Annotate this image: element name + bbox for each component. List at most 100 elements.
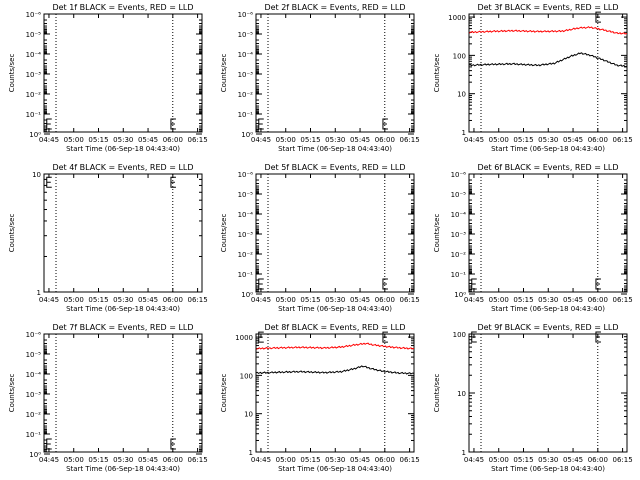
- chart-panel-7: Det 7f BLACK = Events, RED = LLD Counts/s…: [8, 323, 208, 473]
- flag-marker: [382, 118, 388, 130]
- y-tick-label: 1: [462, 449, 466, 457]
- x-tick-label: 06:15: [399, 136, 419, 144]
- x-tick-label: 06:00: [588, 296, 608, 304]
- x-tick-label: 04:45: [251, 136, 271, 144]
- y-tick-label: 10: [244, 411, 253, 419]
- y-tick-label: 10⁰: [29, 131, 41, 139]
- x-tick-label: 05:00: [64, 296, 84, 304]
- x-tick-label: 05:30: [325, 136, 345, 144]
- y-tick-label: 10⁻⁵: [26, 351, 42, 359]
- x-tick-label: 05:15: [300, 456, 320, 464]
- y-axis-label: Counts/sec: [220, 214, 228, 253]
- y-tick-label: 1000: [235, 334, 253, 342]
- y-tick-label: 10⁻³: [26, 391, 42, 399]
- flag-marker: [595, 278, 601, 290]
- x-tick-label: 05:15: [88, 136, 108, 144]
- x-tick-label: 06:15: [399, 296, 419, 304]
- y-tick-label: 10⁻²: [238, 251, 254, 259]
- y-tick-label: 10⁻⁴: [26, 371, 42, 379]
- flag-marker: [46, 176, 52, 188]
- chart-title: Det 1f BLACK = Events, RED = LLD: [52, 3, 193, 12]
- y-tick-label: 10⁻¹: [238, 271, 254, 279]
- x-tick-label: 04:45: [39, 456, 59, 464]
- y-tick-label: 1: [462, 129, 466, 137]
- y-tick-label: 100: [240, 372, 253, 380]
- y-tick-label: 10⁻⁴: [451, 211, 467, 219]
- flag-marker: [382, 331, 388, 343]
- x-tick-label: 06:00: [163, 136, 183, 144]
- y-tick-label: 10⁻⁶: [451, 171, 467, 179]
- x-tick-label: 06:00: [375, 456, 395, 464]
- x-tick-label: 06:15: [187, 296, 207, 304]
- x-tick-label: 05:45: [138, 456, 158, 464]
- y-tick-label: 1: [37, 289, 41, 297]
- x-tick-label: 06:00: [163, 456, 183, 464]
- x-tick-label: 05:15: [88, 296, 108, 304]
- y-tick-label: 1: [249, 449, 253, 457]
- chart-panel-9: Det 9f BLACK = Events, RED = LLD Counts/s…: [433, 323, 633, 473]
- y-tick-label: 10⁻⁶: [26, 331, 42, 339]
- y-axis-label: Counts/sec: [220, 54, 228, 93]
- y-axis-label: Counts/sec: [433, 374, 441, 413]
- x-axis-label: Start Time (06-Sep-18 04:43:40): [66, 305, 180, 313]
- x-tick-label: 06:00: [375, 136, 395, 144]
- x-tick-label: 05:45: [138, 296, 158, 304]
- chart-panel-3: Det 3f BLACK = Events, RED = LLD Counts/s…: [433, 3, 633, 153]
- flag-marker: [471, 278, 477, 290]
- chart-title: Det 6f BLACK = Events, RED = LLD: [477, 163, 618, 172]
- data-series-line: [256, 342, 415, 350]
- chart-title: Det 4f BLACK = Events, RED = LLD: [52, 163, 193, 172]
- x-tick-label: 05:15: [300, 136, 320, 144]
- data-series-line: [469, 26, 627, 35]
- x-axis-label: Start Time (06-Sep-18 04:43:40): [491, 305, 605, 313]
- x-axis-label: Start Time (06-Sep-18 04:43:40): [278, 465, 392, 473]
- x-tick-label: 05:15: [513, 456, 533, 464]
- x-tick-label: 06:00: [163, 296, 183, 304]
- x-tick-label: 06:15: [612, 136, 632, 144]
- flag-marker: [258, 278, 264, 290]
- y-tick-label: 10⁻⁴: [26, 51, 42, 59]
- x-tick-label: 05:30: [538, 296, 558, 304]
- chart-panel-2: Det 2f BLACK = Events, RED = LLD Counts/s…: [220, 3, 420, 153]
- x-tick-label: 06:15: [612, 296, 632, 304]
- x-tick-label: 05:45: [563, 136, 583, 144]
- plot-frame: [43, 173, 203, 293]
- x-tick-label: 05:30: [538, 456, 558, 464]
- x-tick-label: 06:00: [375, 296, 395, 304]
- y-tick-label: 10⁻⁵: [238, 191, 254, 199]
- x-tick-label: 05:15: [513, 296, 533, 304]
- flag-marker: [170, 176, 176, 188]
- y-tick-label: 10⁻²: [26, 91, 42, 99]
- flag-marker: [46, 438, 52, 450]
- flag-marker: [595, 11, 601, 23]
- x-tick-label: 05:00: [276, 136, 296, 144]
- x-tick-label: 05:45: [350, 456, 370, 464]
- x-tick-label: 04:45: [251, 456, 271, 464]
- flag-marker: [471, 331, 477, 343]
- x-tick-label: 04:45: [464, 296, 484, 304]
- chart-panel-6: Det 6f BLACK = Events, RED = LLD Counts/s…: [433, 163, 633, 313]
- x-tick-label: 05:00: [489, 136, 509, 144]
- chart-title: Det 2f BLACK = Events, RED = LLD: [264, 3, 405, 12]
- y-axis-label: Counts/sec: [433, 214, 441, 253]
- chart-title: Det 5f BLACK = Events, RED = LLD: [264, 163, 405, 172]
- y-tick-label: 10⁻³: [26, 71, 42, 79]
- y-tick-label: 10⁻¹: [26, 111, 42, 119]
- chart-panel-1: Det 1f BLACK = Events, RED = LLD Counts/s…: [8, 3, 208, 153]
- x-axis-label: Start Time (06-Sep-18 04:43:40): [491, 465, 605, 473]
- y-tick-label: 10: [457, 390, 466, 398]
- x-tick-label: 05:00: [64, 136, 84, 144]
- y-tick-label: 10⁻¹: [451, 271, 467, 279]
- chart-title: Det 9f BLACK = Events, RED = LLD: [477, 323, 618, 332]
- data-series-line: [469, 52, 628, 68]
- chart-title: Det 7f BLACK = Events, RED = LLD: [52, 323, 193, 332]
- plot-frame: [43, 333, 203, 453]
- x-tick-label: 06:15: [612, 456, 632, 464]
- y-tick-label: 10: [457, 91, 466, 99]
- y-tick-label: 1000: [448, 14, 466, 22]
- y-tick-label: 100: [453, 52, 466, 60]
- chart-panel-8: Det 8f BLACK = Events, RED = LLD Counts/s…: [220, 323, 420, 473]
- plot-frame: [255, 13, 415, 133]
